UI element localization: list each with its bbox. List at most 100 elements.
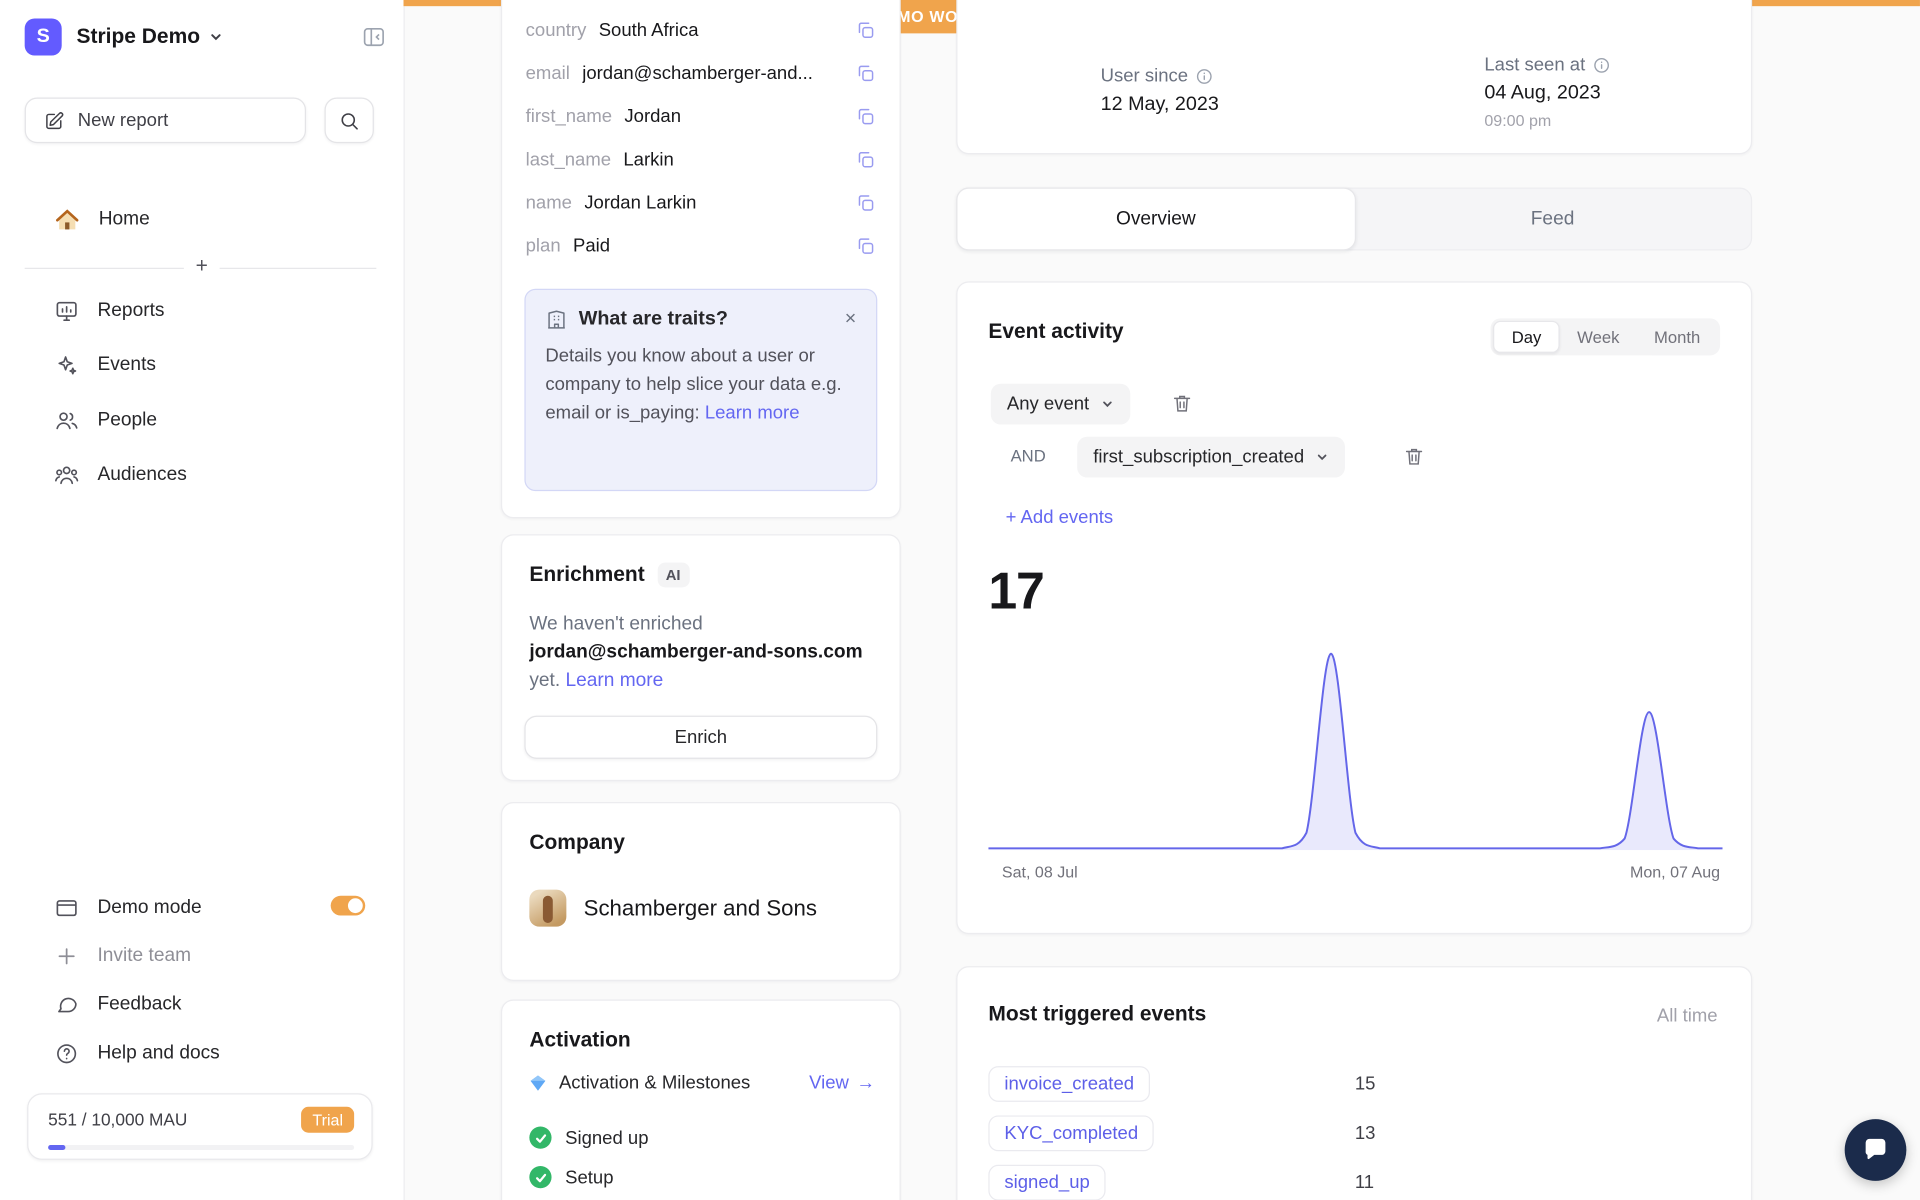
view-milestones-link[interactable]: View → — [809, 1072, 875, 1093]
enrichment-text: We haven't enriched jordan@schamberger-a… — [529, 610, 872, 695]
traits-info-body: Details you know about a user or company… — [545, 342, 856, 427]
x-axis-end-label: Mon, 07 Aug — [1629, 862, 1721, 882]
chevron-down-icon — [1315, 450, 1329, 464]
granularity-week-button[interactable]: Week — [1560, 321, 1637, 353]
workspace-name[interactable]: Stripe Demo — [76, 24, 201, 49]
company-card: Company Schamberger and Sons — [500, 802, 901, 981]
and-operator-label: AND — [1010, 446, 1046, 466]
workspace-logo: S — [24, 18, 62, 56]
sidebar-item-home[interactable]: Home — [54, 196, 383, 243]
copy-icon[interactable] — [855, 236, 876, 257]
collapse-sidebar-icon[interactable] — [362, 25, 387, 50]
sidebar-item-label: Reports — [97, 299, 165, 321]
reports-icon — [54, 299, 79, 324]
add-section-button[interactable]: + — [0, 254, 403, 279]
event-count: 13 — [1354, 1122, 1376, 1144]
learn-more-link[interactable]: Learn more — [704, 402, 800, 424]
trait-row: country South Africa — [502, 9, 899, 52]
add-events-link[interactable]: + Add events — [1005, 507, 1114, 529]
mau-progress-bar — [48, 1145, 355, 1150]
trait-key: country — [525, 19, 587, 41]
copy-icon[interactable] — [855, 63, 876, 84]
chart-area — [988, 653, 1723, 851]
copy-icon[interactable] — [855, 20, 876, 41]
copy-icon[interactable] — [855, 149, 876, 170]
milestone-row: Setup — [529, 1164, 613, 1191]
sidebar-item-help[interactable]: Help and docs — [54, 1030, 383, 1077]
event-name-link[interactable]: KYC_completed — [988, 1114, 1155, 1151]
sidebar-item-people[interactable]: People — [54, 397, 383, 444]
most-triggered-title: Most triggered events — [988, 1001, 1207, 1026]
activation-card: Activation Activation & Milestones View … — [500, 999, 901, 1200]
trait-row: last_name Larkin — [502, 138, 899, 181]
event-filter-dropdown[interactable]: first_subscription_created — [1077, 436, 1345, 478]
sidebar-item-label: Feedback — [97, 993, 182, 1015]
company-avatar — [529, 889, 567, 927]
most-triggered-card: Most triggered events All time invoice_c… — [956, 966, 1753, 1200]
sidebar-item-feedback[interactable]: Feedback — [54, 981, 383, 1028]
enrich-button[interactable]: Enrich — [524, 715, 878, 759]
workspace-switcher[interactable]: S Stripe Demo — [24, 16, 387, 58]
activation-title: Activation — [529, 1027, 631, 1052]
last-seen-block: Last seen at 04 Aug, 2023 09:00 pm — [1484, 54, 1610, 130]
event-filter-dropdown[interactable]: Any event — [990, 383, 1130, 425]
close-icon[interactable]: × — [844, 308, 857, 330]
trait-key: first_name — [525, 106, 613, 128]
event-name-link[interactable]: signed_up — [988, 1164, 1106, 1200]
sidebar-item-reports[interactable]: Reports — [54, 287, 383, 334]
granularity-month-button[interactable]: Month — [1637, 321, 1718, 353]
tab-overview[interactable]: Overview — [956, 187, 1356, 251]
learn-more-link[interactable]: Learn more — [565, 670, 664, 691]
trait-key: last_name — [525, 149, 612, 171]
event-name-link[interactable]: invoice_created — [988, 1065, 1151, 1102]
enrich-button-label: Enrich — [674, 726, 728, 748]
tab-label: Feed — [1530, 207, 1575, 229]
plus-label[interactable]: + — [183, 254, 221, 279]
pencil-icon — [43, 109, 65, 131]
search-button[interactable] — [324, 97, 374, 144]
trash-icon[interactable] — [1403, 445, 1425, 467]
info-icon — [1593, 56, 1610, 73]
enrichment-email: jordan@schamberger-and-sons.com — [529, 641, 863, 663]
granularity-label: Day — [1511, 327, 1542, 347]
sidebar-item-events[interactable]: Events — [54, 342, 383, 389]
help-icon — [54, 1041, 79, 1066]
trial-badge: Trial — [301, 1106, 355, 1133]
event-count: 11 — [1354, 1171, 1375, 1193]
user-traits-card: country South Africa email jordan@schamb… — [500, 0, 901, 519]
sidebar-item-label: Home — [98, 208, 150, 230]
event-count: 15 — [1354, 1072, 1376, 1094]
chat-launcher-button[interactable] — [1844, 1119, 1907, 1181]
sidebar-item-label: Demo mode — [97, 897, 202, 919]
trait-value: Larkin — [623, 149, 674, 171]
trait-value: jordan@schamberger-and... — [582, 62, 813, 84]
chart-line — [988, 652, 1723, 850]
copy-icon[interactable] — [855, 192, 876, 213]
milestone-label: Signed up — [565, 1127, 649, 1149]
enrichment-line2: yet. — [529, 670, 561, 691]
usage-card[interactable]: 551 / 10,000 MAU Trial — [27, 1093, 373, 1160]
x-axis-start-label: Sat, 08 Jul — [1001, 862, 1078, 882]
user-since-value: 12 May, 2023 — [1100, 93, 1219, 115]
last-seen-date: 04 Aug, 2023 — [1484, 82, 1601, 104]
plus-icon — [54, 944, 79, 969]
event-filter-label: Any event — [1006, 393, 1090, 415]
ai-badge: AI — [657, 562, 690, 588]
demo-mode-toggle[interactable] — [330, 895, 366, 916]
sidebar-item-audiences[interactable]: Audiences — [54, 452, 383, 499]
milestones-label: Activation & Milestones — [558, 1072, 751, 1094]
trash-icon[interactable] — [1171, 392, 1193, 414]
copy-icon[interactable] — [855, 106, 876, 127]
user-since-label: User since — [1100, 65, 1189, 87]
sidebar-item-invite-team[interactable]: Invite team — [54, 933, 383, 980]
event-activity-title: Event activity — [988, 319, 1124, 344]
company-name[interactable]: Schamberger and Sons — [583, 895, 817, 920]
sidebar-item-demo-mode[interactable]: Demo mode — [54, 885, 383, 932]
tab-feed[interactable]: Feed — [1354, 189, 1751, 249]
period-label: All time — [1656, 1005, 1718, 1027]
granularity-day-button[interactable]: Day — [1493, 320, 1560, 353]
triggered-event-row: signed_up 11 — [988, 1164, 1720, 1200]
new-report-button[interactable]: New report — [24, 97, 307, 144]
trait-value: Jordan — [624, 106, 681, 128]
